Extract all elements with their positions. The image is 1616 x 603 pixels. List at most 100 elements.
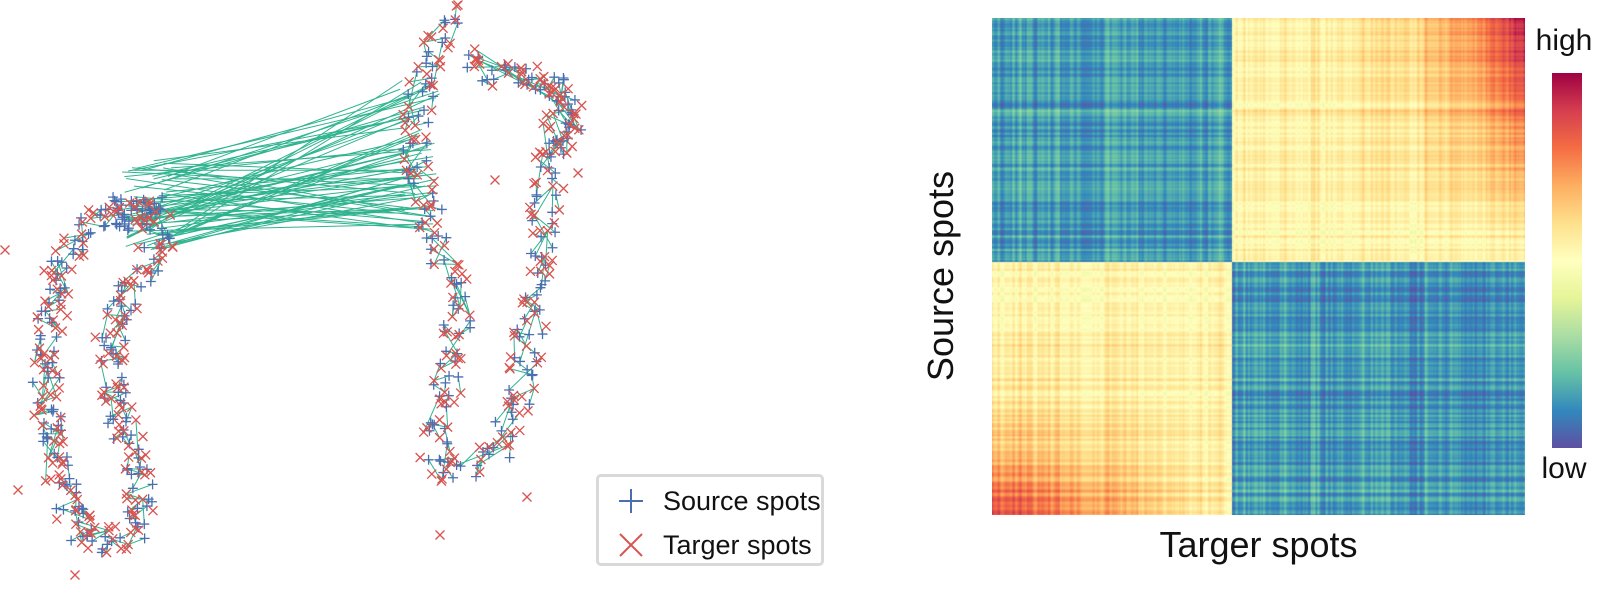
target-spot <box>515 408 524 417</box>
colorbar-high-label: high <box>1504 24 1616 58</box>
target-spot <box>84 205 93 214</box>
target-spot <box>67 265 76 274</box>
target-spot <box>445 447 454 456</box>
target-spot <box>34 325 43 334</box>
target-spot <box>555 205 564 214</box>
source-spot <box>424 455 434 465</box>
target-spot <box>526 267 535 276</box>
source-spot <box>86 228 96 238</box>
target-spot <box>437 364 446 373</box>
target-spot <box>416 453 425 462</box>
target-spot <box>44 453 53 462</box>
source-spot <box>535 305 545 315</box>
target-spot <box>422 70 431 79</box>
source-spot <box>460 292 470 302</box>
target-spot <box>530 384 539 393</box>
match-line <box>467 67 501 68</box>
source-spot <box>437 204 447 214</box>
target-spot <box>111 315 120 324</box>
target-spot <box>1 246 10 255</box>
target-spot <box>523 493 532 502</box>
match-lines <box>33 6 581 553</box>
target-spot <box>435 433 444 442</box>
source-spot <box>462 62 472 72</box>
source-spot <box>146 277 156 287</box>
target-spot <box>33 312 42 321</box>
target-spot <box>488 81 497 90</box>
target-spot <box>506 364 515 373</box>
target-spot <box>515 426 524 435</box>
target-spot <box>400 155 409 164</box>
source-spot <box>428 91 438 101</box>
target-spot <box>48 458 57 467</box>
target-spot <box>549 109 558 118</box>
target-spot <box>530 298 539 307</box>
source-spot <box>558 73 568 83</box>
source-spot <box>448 473 458 483</box>
plus-marker-icon <box>611 481 651 521</box>
source-spot <box>66 536 76 546</box>
source-spot <box>533 268 543 278</box>
target-spot <box>439 24 448 33</box>
source-spot <box>526 249 536 259</box>
source-spot <box>547 207 557 217</box>
target-spot <box>71 571 80 580</box>
target-spot <box>542 111 551 120</box>
target-spot <box>528 229 537 238</box>
match-line <box>154 116 413 179</box>
target-spot <box>550 218 559 227</box>
x-marker-icon <box>611 525 651 565</box>
target-spot <box>450 398 459 407</box>
target-spot <box>411 121 420 130</box>
target-spot <box>14 486 23 495</box>
target-spot <box>52 515 61 524</box>
target-spot <box>405 77 414 86</box>
target-spot <box>545 269 554 278</box>
target-spot <box>51 246 60 255</box>
source-spot <box>549 72 559 82</box>
heatmap-x-axis-label: Targer spots <box>992 524 1525 566</box>
target-spot <box>422 133 431 142</box>
source-spot <box>116 194 126 204</box>
target-spot <box>141 450 150 459</box>
source-spot <box>453 372 463 382</box>
legend: Source spots Targer spots <box>596 474 824 566</box>
target-spot <box>506 352 515 361</box>
legend-label-source: Source spots <box>663 486 821 517</box>
source-spot <box>148 479 158 489</box>
source-spot <box>403 174 413 184</box>
legend-label-target: Targer spots <box>663 530 812 561</box>
match-line <box>142 91 439 188</box>
source-spot <box>58 505 68 515</box>
target-spot <box>524 406 533 415</box>
target-spot <box>112 328 121 337</box>
target-spot <box>491 176 500 185</box>
legend-item-source: Source spots <box>611 481 821 521</box>
source-spot <box>441 233 451 243</box>
target-spot <box>537 353 546 362</box>
source-spot <box>100 532 110 542</box>
target-spot <box>96 355 105 364</box>
target-spot <box>462 275 471 284</box>
source-spot <box>51 504 61 514</box>
target-spot <box>559 184 568 193</box>
target-spot <box>427 470 436 479</box>
target-spot <box>127 403 136 412</box>
target-spot <box>115 400 124 409</box>
similarity-heatmap <box>992 18 1525 515</box>
target-spot <box>522 342 531 351</box>
target-spot <box>429 177 438 186</box>
target-spot <box>433 219 442 228</box>
source-spot <box>471 472 481 482</box>
target-spot <box>542 322 551 331</box>
source-spot <box>423 117 433 127</box>
target-spot <box>533 62 542 71</box>
source-spot <box>46 256 56 266</box>
target-spot <box>533 358 542 367</box>
target-spot <box>568 142 577 151</box>
source-spot <box>48 407 58 417</box>
similarity-heatmap-panel: Source spots Targer spots high low <box>900 0 1616 598</box>
target-spot <box>574 169 583 178</box>
source-spot <box>28 377 38 387</box>
source-spot <box>550 227 560 237</box>
